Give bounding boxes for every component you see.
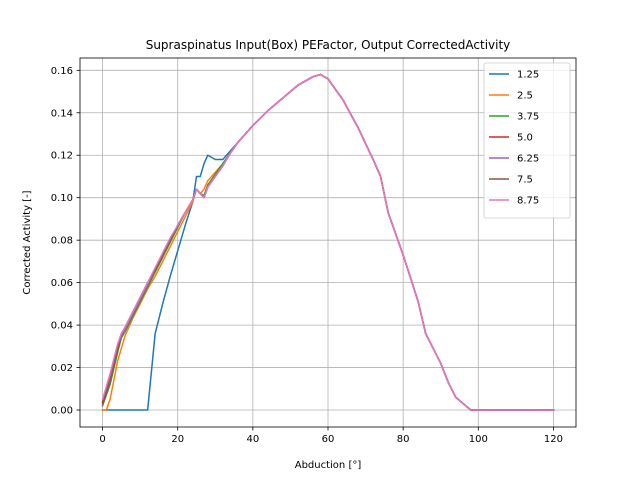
x-tick-label: 20 xyxy=(171,434,184,445)
legend: 1.25 2.5 3.75 5.0 6.25 7.5 8.75 xyxy=(483,62,571,219)
series-layer xyxy=(101,73,555,411)
x-tick-label: 100 xyxy=(469,434,488,445)
legend-label: 1.25 xyxy=(517,70,539,81)
y-tick-label: 0.12 xyxy=(51,151,73,162)
x-tick-label: 40 xyxy=(246,434,259,445)
legend-label: 7.5 xyxy=(517,175,533,186)
y-tick-label: 0.16 xyxy=(51,66,73,77)
y-tick-label: 0.10 xyxy=(51,193,73,204)
legend-label: 5.0 xyxy=(517,133,533,144)
x-tick-label: 120 xyxy=(544,434,563,445)
y-axis: 0.00 0.02 0.04 0.06 0.08 0.10 0.12 0.14 0.16 xyxy=(51,66,80,417)
x-axis: 0 20 40 60 80 100 120 xyxy=(99,427,563,445)
x-tick-label: 80 xyxy=(397,434,410,445)
legend-label: 3.75 xyxy=(517,112,539,123)
chart-title: Supraspinatus Input(Box) PEFactor, Outpu… xyxy=(146,38,511,52)
series-line-8-75 xyxy=(101,73,555,411)
x-axis-label: Abduction [°] xyxy=(295,460,362,471)
y-tick-label: 0.08 xyxy=(51,236,73,247)
legend-label: 2.5 xyxy=(517,91,533,102)
legend-label: 8.75 xyxy=(517,196,539,207)
legend-label: 6.25 xyxy=(517,154,539,165)
y-tick-label: 0.06 xyxy=(51,278,73,289)
y-tick-label: 0.00 xyxy=(51,406,73,417)
grid xyxy=(80,58,576,427)
y-tick-label: 0.02 xyxy=(51,363,73,374)
x-tick-label: 0 xyxy=(99,434,105,445)
y-tick-label: 0.14 xyxy=(51,108,73,119)
x-tick-label: 60 xyxy=(322,434,335,445)
y-axis-label: Corrected Activity [-] xyxy=(22,190,33,294)
y-tick-label: 0.04 xyxy=(51,321,73,332)
